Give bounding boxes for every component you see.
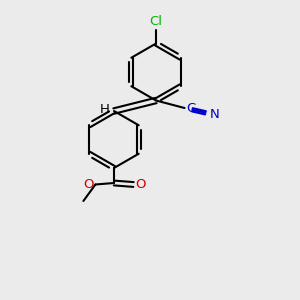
Text: C: C [186, 102, 195, 115]
Text: H: H [100, 103, 110, 116]
Text: O: O [135, 178, 146, 191]
Text: Cl: Cl [149, 15, 163, 28]
Text: N: N [210, 108, 220, 121]
Text: O: O [83, 178, 94, 191]
